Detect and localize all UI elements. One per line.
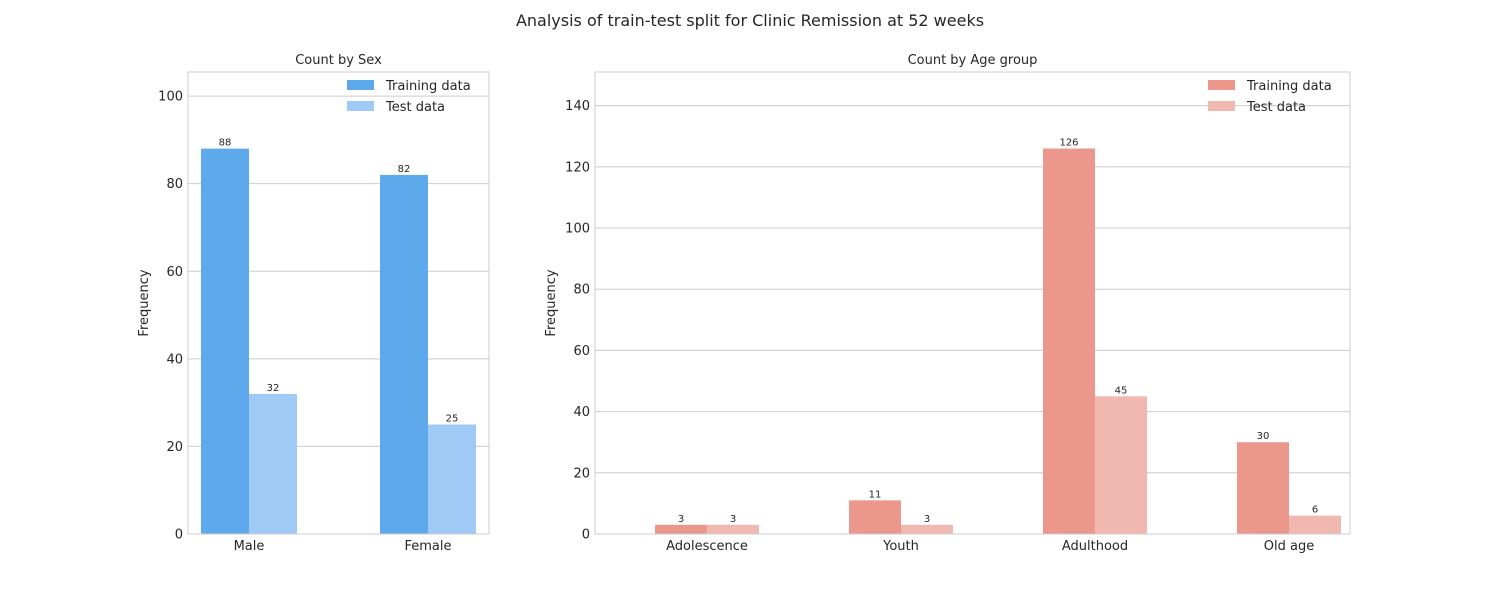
x-tick-label: Old age	[1264, 539, 1314, 554]
bar	[1289, 515, 1341, 534]
y-tick-label: 20	[573, 466, 590, 481]
bar	[707, 524, 759, 534]
bar	[1043, 148, 1095, 535]
bar	[249, 393, 297, 534]
x-tick-label: Male	[234, 539, 265, 554]
y-tick-label: 40	[573, 405, 590, 420]
x-tick-label: Adolescence	[666, 539, 748, 554]
bar	[428, 424, 476, 534]
x-tick-label: Adulthood	[1062, 539, 1128, 554]
legend: Training data Test data	[347, 79, 471, 115]
legend-swatch	[1208, 80, 1235, 90]
data-label: 3	[924, 514, 930, 525]
y-tick-label: 140	[565, 99, 590, 114]
y-tick-label: 40	[166, 352, 183, 367]
legend-label: Test data	[385, 100, 445, 115]
y-axis-label: Frequency	[137, 269, 152, 336]
bar	[849, 500, 901, 534]
y-tick-label: 60	[573, 344, 590, 359]
bar	[1237, 442, 1289, 534]
y-tick-label: 100	[565, 222, 590, 237]
plot-frame	[187, 71, 490, 535]
y-tick-label: 20	[166, 440, 183, 455]
legend-label: Training data	[1246, 79, 1332, 94]
y-tick-label: 60	[166, 265, 183, 280]
y-tick-label: 80	[573, 283, 590, 298]
y-tick-label: 100	[158, 90, 183, 105]
y-tick-label: 0	[175, 528, 183, 543]
y-tick-label: 120	[565, 160, 590, 175]
data-label: 25	[446, 414, 459, 425]
data-label: 88	[219, 138, 232, 149]
x-tick-label: Female	[404, 539, 451, 554]
y-tick-label: 0	[582, 528, 590, 543]
data-label: 82	[398, 164, 411, 175]
bar	[1095, 396, 1147, 534]
chart-title: Count by Sex	[295, 53, 382, 68]
legend: Training data Test data	[1208, 79, 1332, 115]
bar	[901, 524, 953, 534]
figure-title: Analysis of train-test split for Clinic …	[516, 11, 984, 30]
legend-swatch	[347, 80, 374, 90]
legend-label: Test data	[1246, 100, 1306, 115]
x-tick-label: Youth	[882, 539, 919, 554]
data-label: 126	[1059, 137, 1078, 148]
data-label: 30	[1257, 431, 1270, 442]
legend-swatch	[1208, 101, 1235, 111]
legend-swatch	[347, 101, 374, 111]
bar	[201, 148, 249, 534]
bar	[655, 524, 707, 534]
data-label: 45	[1115, 385, 1128, 396]
y-axis-label: Frequency	[544, 269, 559, 336]
plot-frame	[594, 71, 1351, 535]
bar	[380, 174, 428, 534]
data-label: 32	[267, 383, 280, 394]
legend-label: Training data	[385, 79, 471, 94]
panel-1: 0 20 40 60 80 100 88 32 Male 82 25 Female Count by S…	[137, 53, 490, 554]
chart-title: Count by Age group	[908, 53, 1038, 68]
data-label: 3	[730, 514, 736, 525]
panel-2: 0 20 40 60 80 100 120 140 3 3 Adolescence 11 3 Youth 1…	[544, 53, 1351, 554]
y-tick-label: 80	[166, 177, 183, 192]
data-label: 3	[678, 514, 684, 525]
data-label: 6	[1312, 505, 1318, 516]
data-label: 11	[869, 489, 882, 500]
